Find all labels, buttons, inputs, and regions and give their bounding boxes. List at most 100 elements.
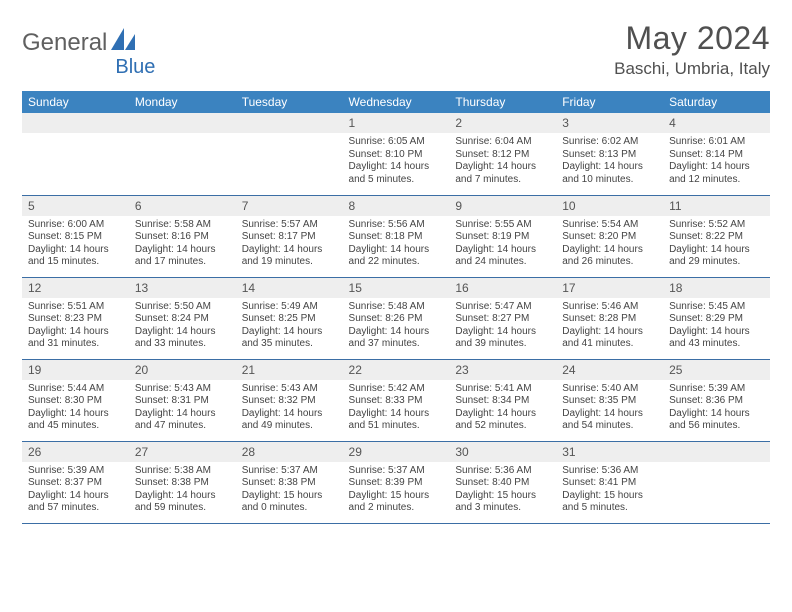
day-number: 18 [663,278,770,298]
day-info-line: Daylight: 14 hours [28,490,123,503]
day-info-line: Sunrise: 5:40 AM [562,383,657,396]
day-info-line: and 12 minutes. [669,174,764,187]
day-number: 5 [22,196,129,216]
day-header: Wednesday [343,91,450,113]
day-content: Sunrise: 5:48 AMSunset: 8:26 PMDaylight:… [343,298,450,355]
day-content: Sunrise: 5:38 AMSunset: 8:38 PMDaylight:… [129,462,236,519]
day-info-line: Daylight: 14 hours [669,244,764,257]
day-content: Sunrise: 5:37 AMSunset: 8:39 PMDaylight:… [343,462,450,519]
day-info-line: Sunset: 8:28 PM [562,313,657,326]
day-info-line: and 3 minutes. [455,502,550,515]
day-info-line: Sunrise: 5:45 AM [669,301,764,314]
day-info-line: Sunrise: 5:37 AM [242,465,337,478]
day-number: 10 [556,196,663,216]
day-info-line: Daylight: 14 hours [455,244,550,257]
day-info-line: Daylight: 14 hours [135,326,230,339]
day-info-line: Daylight: 14 hours [455,326,550,339]
calendar-cell: 21Sunrise: 5:43 AMSunset: 8:32 PMDayligh… [236,359,343,441]
day-info-line: and 19 minutes. [242,256,337,269]
day-number: 28 [236,442,343,462]
day-content: Sunrise: 5:47 AMSunset: 8:27 PMDaylight:… [449,298,556,355]
day-info-line: Sunset: 8:38 PM [135,477,230,490]
day-info-line: and 22 minutes. [349,256,444,269]
calendar-cell [129,113,236,195]
day-info-line: Daylight: 14 hours [562,408,657,421]
day-info-line: and 52 minutes. [455,420,550,433]
calendar-cell [663,441,770,523]
day-number: 9 [449,196,556,216]
day-info-line: and 29 minutes. [669,256,764,269]
day-number: 2 [449,113,556,133]
day-info-line: Daylight: 15 hours [562,490,657,503]
day-number: 1 [343,113,450,133]
day-info-line: and 17 minutes. [135,256,230,269]
day-content: Sunrise: 5:40 AMSunset: 8:35 PMDaylight:… [556,380,663,437]
day-info-line: and 31 minutes. [28,338,123,351]
day-number: 15 [343,278,450,298]
day-info-line: Sunset: 8:32 PM [242,395,337,408]
day-info-line: Sunrise: 6:04 AM [455,136,550,149]
day-info-line: Sunrise: 6:05 AM [349,136,444,149]
day-info-line: Sunset: 8:22 PM [669,231,764,244]
calendar-cell: 27Sunrise: 5:38 AMSunset: 8:38 PMDayligh… [129,441,236,523]
day-info-line: and 47 minutes. [135,420,230,433]
calendar-cell: 20Sunrise: 5:43 AMSunset: 8:31 PMDayligh… [129,359,236,441]
day-info-line: Sunrise: 5:49 AM [242,301,337,314]
day-number: 30 [449,442,556,462]
calendar-cell: 6Sunrise: 5:58 AMSunset: 8:16 PMDaylight… [129,195,236,277]
day-content: Sunrise: 5:42 AMSunset: 8:33 PMDaylight:… [343,380,450,437]
day-content: Sunrise: 5:55 AMSunset: 8:19 PMDaylight:… [449,216,556,273]
calendar-cell: 24Sunrise: 5:40 AMSunset: 8:35 PMDayligh… [556,359,663,441]
day-info-line: Sunset: 8:33 PM [349,395,444,408]
day-info-line: and 5 minutes. [349,174,444,187]
day-info-line: Daylight: 14 hours [455,408,550,421]
day-content: Sunrise: 5:50 AMSunset: 8:24 PMDaylight:… [129,298,236,355]
day-number: 31 [556,442,663,462]
day-info-line: Sunrise: 5:46 AM [562,301,657,314]
day-info-line: Sunrise: 5:36 AM [562,465,657,478]
day-content: Sunrise: 5:39 AMSunset: 8:37 PMDaylight:… [22,462,129,519]
day-info-line: Daylight: 14 hours [669,161,764,174]
day-info-line: and 49 minutes. [242,420,337,433]
day-info-line: Daylight: 14 hours [242,244,337,257]
day-info-line: Sunset: 8:37 PM [28,477,123,490]
day-content: Sunrise: 5:37 AMSunset: 8:38 PMDaylight:… [236,462,343,519]
day-info-line: and 51 minutes. [349,420,444,433]
day-content: Sunrise: 5:43 AMSunset: 8:31 PMDaylight:… [129,380,236,437]
day-number: 19 [22,360,129,380]
calendar-cell: 14Sunrise: 5:49 AMSunset: 8:25 PMDayligh… [236,277,343,359]
day-number: 6 [129,196,236,216]
day-content: Sunrise: 6:02 AMSunset: 8:13 PMDaylight:… [556,133,663,190]
day-info-line: Sunrise: 5:38 AM [135,465,230,478]
day-info-line: Sunset: 8:38 PM [242,477,337,490]
calendar-week-row: 1Sunrise: 6:05 AMSunset: 8:10 PMDaylight… [22,113,770,195]
day-content: Sunrise: 5:39 AMSunset: 8:36 PMDaylight:… [663,380,770,437]
day-info-line: and 33 minutes. [135,338,230,351]
day-info-line: Sunrise: 5:47 AM [455,301,550,314]
title-block: May 2024 Baschi, Umbria, Italy [614,20,770,79]
day-info-line: Daylight: 14 hours [28,326,123,339]
day-content: Sunrise: 5:36 AMSunset: 8:41 PMDaylight:… [556,462,663,519]
day-content: Sunrise: 6:05 AMSunset: 8:10 PMDaylight:… [343,133,450,190]
day-info-line: Sunrise: 6:02 AM [562,136,657,149]
calendar-cell: 22Sunrise: 5:42 AMSunset: 8:33 PMDayligh… [343,359,450,441]
day-info-line: Sunrise: 5:36 AM [455,465,550,478]
day-number: 20 [129,360,236,380]
day-info-line: Sunset: 8:40 PM [455,477,550,490]
calendar-cell: 26Sunrise: 5:39 AMSunset: 8:37 PMDayligh… [22,441,129,523]
day-info-line: and 24 minutes. [455,256,550,269]
calendar-cell: 4Sunrise: 6:01 AMSunset: 8:14 PMDaylight… [663,113,770,195]
calendar-cell: 30Sunrise: 5:36 AMSunset: 8:40 PMDayligh… [449,441,556,523]
day-info-line: and 56 minutes. [669,420,764,433]
day-info-line: Daylight: 14 hours [669,326,764,339]
day-content: Sunrise: 5:58 AMSunset: 8:16 PMDaylight:… [129,216,236,273]
day-info-line: and 59 minutes. [135,502,230,515]
calendar-week-row: 12Sunrise: 5:51 AMSunset: 8:23 PMDayligh… [22,277,770,359]
day-content: Sunrise: 5:52 AMSunset: 8:22 PMDaylight:… [663,216,770,273]
day-info-line: Sunrise: 5:37 AM [349,465,444,478]
calendar-cell [236,113,343,195]
calendar-cell: 18Sunrise: 5:45 AMSunset: 8:29 PMDayligh… [663,277,770,359]
calendar-header-row: SundayMondayTuesdayWednesdayThursdayFrid… [22,91,770,113]
day-number: 22 [343,360,450,380]
day-info-line: Daylight: 14 hours [562,326,657,339]
